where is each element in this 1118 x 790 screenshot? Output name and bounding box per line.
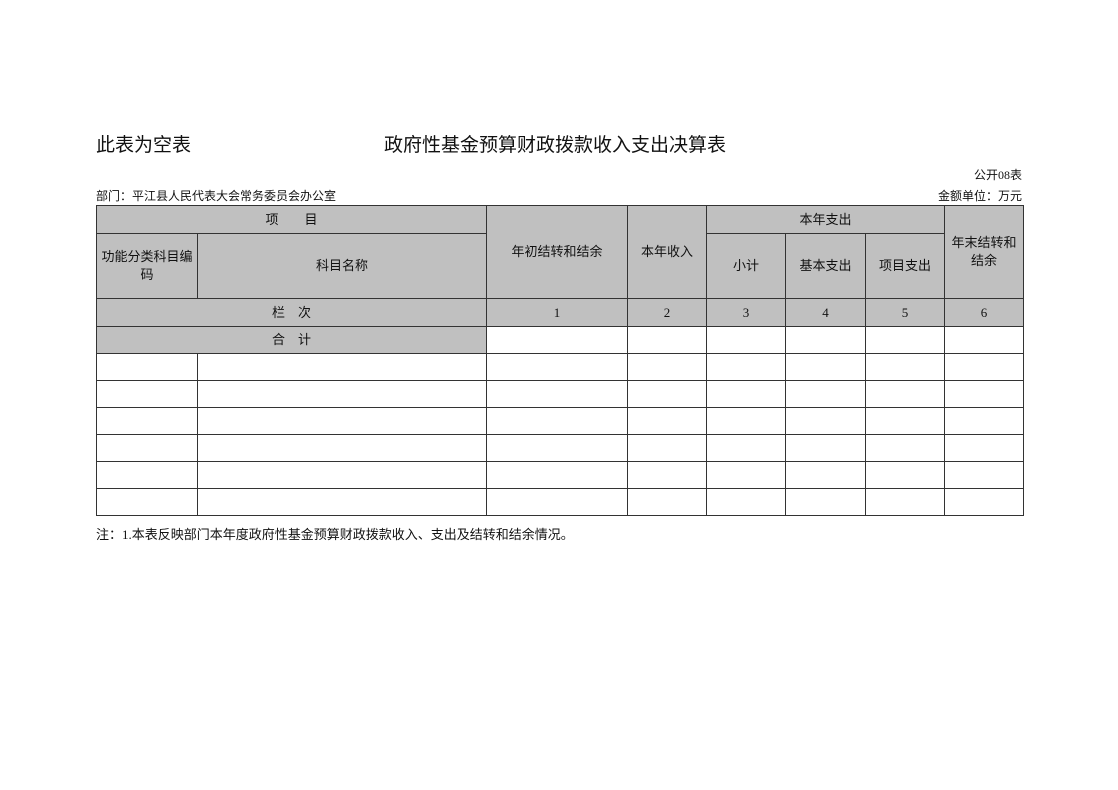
column-number: 4 bbox=[785, 298, 866, 327]
total-cell bbox=[785, 326, 866, 354]
table-cell bbox=[197, 488, 487, 516]
total-cell bbox=[706, 326, 786, 354]
code-header: 功能分类科目编码 bbox=[96, 233, 198, 299]
table-row bbox=[96, 488, 1024, 516]
table-cell bbox=[785, 461, 866, 489]
table-cell bbox=[944, 488, 1024, 516]
footnote: 注：1.本表反映部门本年度政府性基金预算财政拨款收入、支出及结转和结余情况。 bbox=[96, 527, 574, 542]
basic-expense-header: 基本支出 bbox=[785, 233, 866, 299]
table-cell bbox=[627, 407, 707, 435]
table-cell bbox=[486, 434, 628, 462]
table-cell bbox=[865, 488, 945, 516]
table-cell bbox=[944, 380, 1024, 408]
table-cell bbox=[96, 461, 198, 489]
table-cell bbox=[627, 380, 707, 408]
table-cell bbox=[944, 434, 1024, 462]
table-cell bbox=[486, 380, 628, 408]
department-label: 部门：平江县人民代表大会常务委员会办公室 bbox=[96, 189, 337, 203]
table-cell bbox=[96, 434, 198, 462]
current-income-header: 本年收入 bbox=[627, 205, 707, 299]
item-header: 项 目 bbox=[96, 205, 487, 234]
table-cell bbox=[785, 434, 866, 462]
empty-table-note: 此表为空表 bbox=[96, 135, 192, 156]
total-label: 合 计 bbox=[96, 326, 487, 354]
table-cell bbox=[785, 380, 866, 408]
table-cell bbox=[197, 353, 487, 381]
table-cell bbox=[486, 461, 628, 489]
table-cell bbox=[785, 407, 866, 435]
opening-balance-header: 年初结转和结余 bbox=[486, 205, 628, 299]
table-cell bbox=[785, 353, 866, 381]
table-cell bbox=[706, 380, 786, 408]
budget-table: 项 目 年初结转和结余 本年收入 本年支出 年末结转和结余 功能分类科目编码 科… bbox=[96, 205, 1024, 516]
table-cell bbox=[944, 407, 1024, 435]
table-cell bbox=[865, 407, 945, 435]
table-cell bbox=[706, 353, 786, 381]
table-row bbox=[96, 461, 1024, 489]
table-row bbox=[96, 353, 1024, 381]
current-expense-header: 本年支出 bbox=[706, 205, 945, 234]
column-index-label: 栏 次 bbox=[96, 298, 487, 327]
table-code: 公开08表 bbox=[973, 168, 1022, 182]
table-cell bbox=[96, 407, 198, 435]
table-cell bbox=[785, 488, 866, 516]
table-cell bbox=[96, 488, 198, 516]
total-cell bbox=[627, 326, 707, 354]
table-cell bbox=[865, 380, 945, 408]
total-cell bbox=[944, 326, 1024, 354]
table-cell bbox=[706, 488, 786, 516]
table-cell bbox=[944, 461, 1024, 489]
table-cell bbox=[627, 488, 707, 516]
table-row bbox=[96, 380, 1024, 408]
table-cell bbox=[486, 353, 628, 381]
table-cell bbox=[627, 434, 707, 462]
column-number: 3 bbox=[706, 298, 786, 327]
table-cell bbox=[706, 461, 786, 489]
table-cell bbox=[96, 380, 198, 408]
name-header: 科目名称 bbox=[197, 233, 487, 299]
column-number: 1 bbox=[486, 298, 628, 327]
table-cell bbox=[197, 380, 487, 408]
project-expense-header: 项目支出 bbox=[865, 233, 945, 299]
table-row bbox=[96, 434, 1024, 462]
table-cell bbox=[627, 461, 707, 489]
table-cell bbox=[197, 407, 487, 435]
total-cell bbox=[486, 326, 628, 354]
table-row bbox=[96, 407, 1024, 435]
table-cell bbox=[944, 353, 1024, 381]
table-cell bbox=[197, 434, 487, 462]
table-cell bbox=[865, 353, 945, 381]
page-title: 政府性基金预算财政拨款收入支出决算表 bbox=[384, 135, 727, 156]
closing-balance-header: 年末结转和结余 bbox=[944, 205, 1024, 299]
table-cell bbox=[486, 488, 628, 516]
column-number: 2 bbox=[627, 298, 707, 327]
table-cell bbox=[865, 434, 945, 462]
table-cell bbox=[706, 407, 786, 435]
table-cell bbox=[486, 407, 628, 435]
table-cell bbox=[706, 434, 786, 462]
table-cell bbox=[865, 461, 945, 489]
table-cell bbox=[197, 461, 487, 489]
column-number: 6 bbox=[944, 298, 1024, 327]
table-cell bbox=[627, 353, 707, 381]
total-cell bbox=[865, 326, 945, 354]
table-cell bbox=[96, 353, 198, 381]
unit-label: 金额单位：万元 bbox=[937, 189, 1022, 203]
column-number: 5 bbox=[865, 298, 945, 327]
subtotal-header: 小计 bbox=[706, 233, 786, 299]
